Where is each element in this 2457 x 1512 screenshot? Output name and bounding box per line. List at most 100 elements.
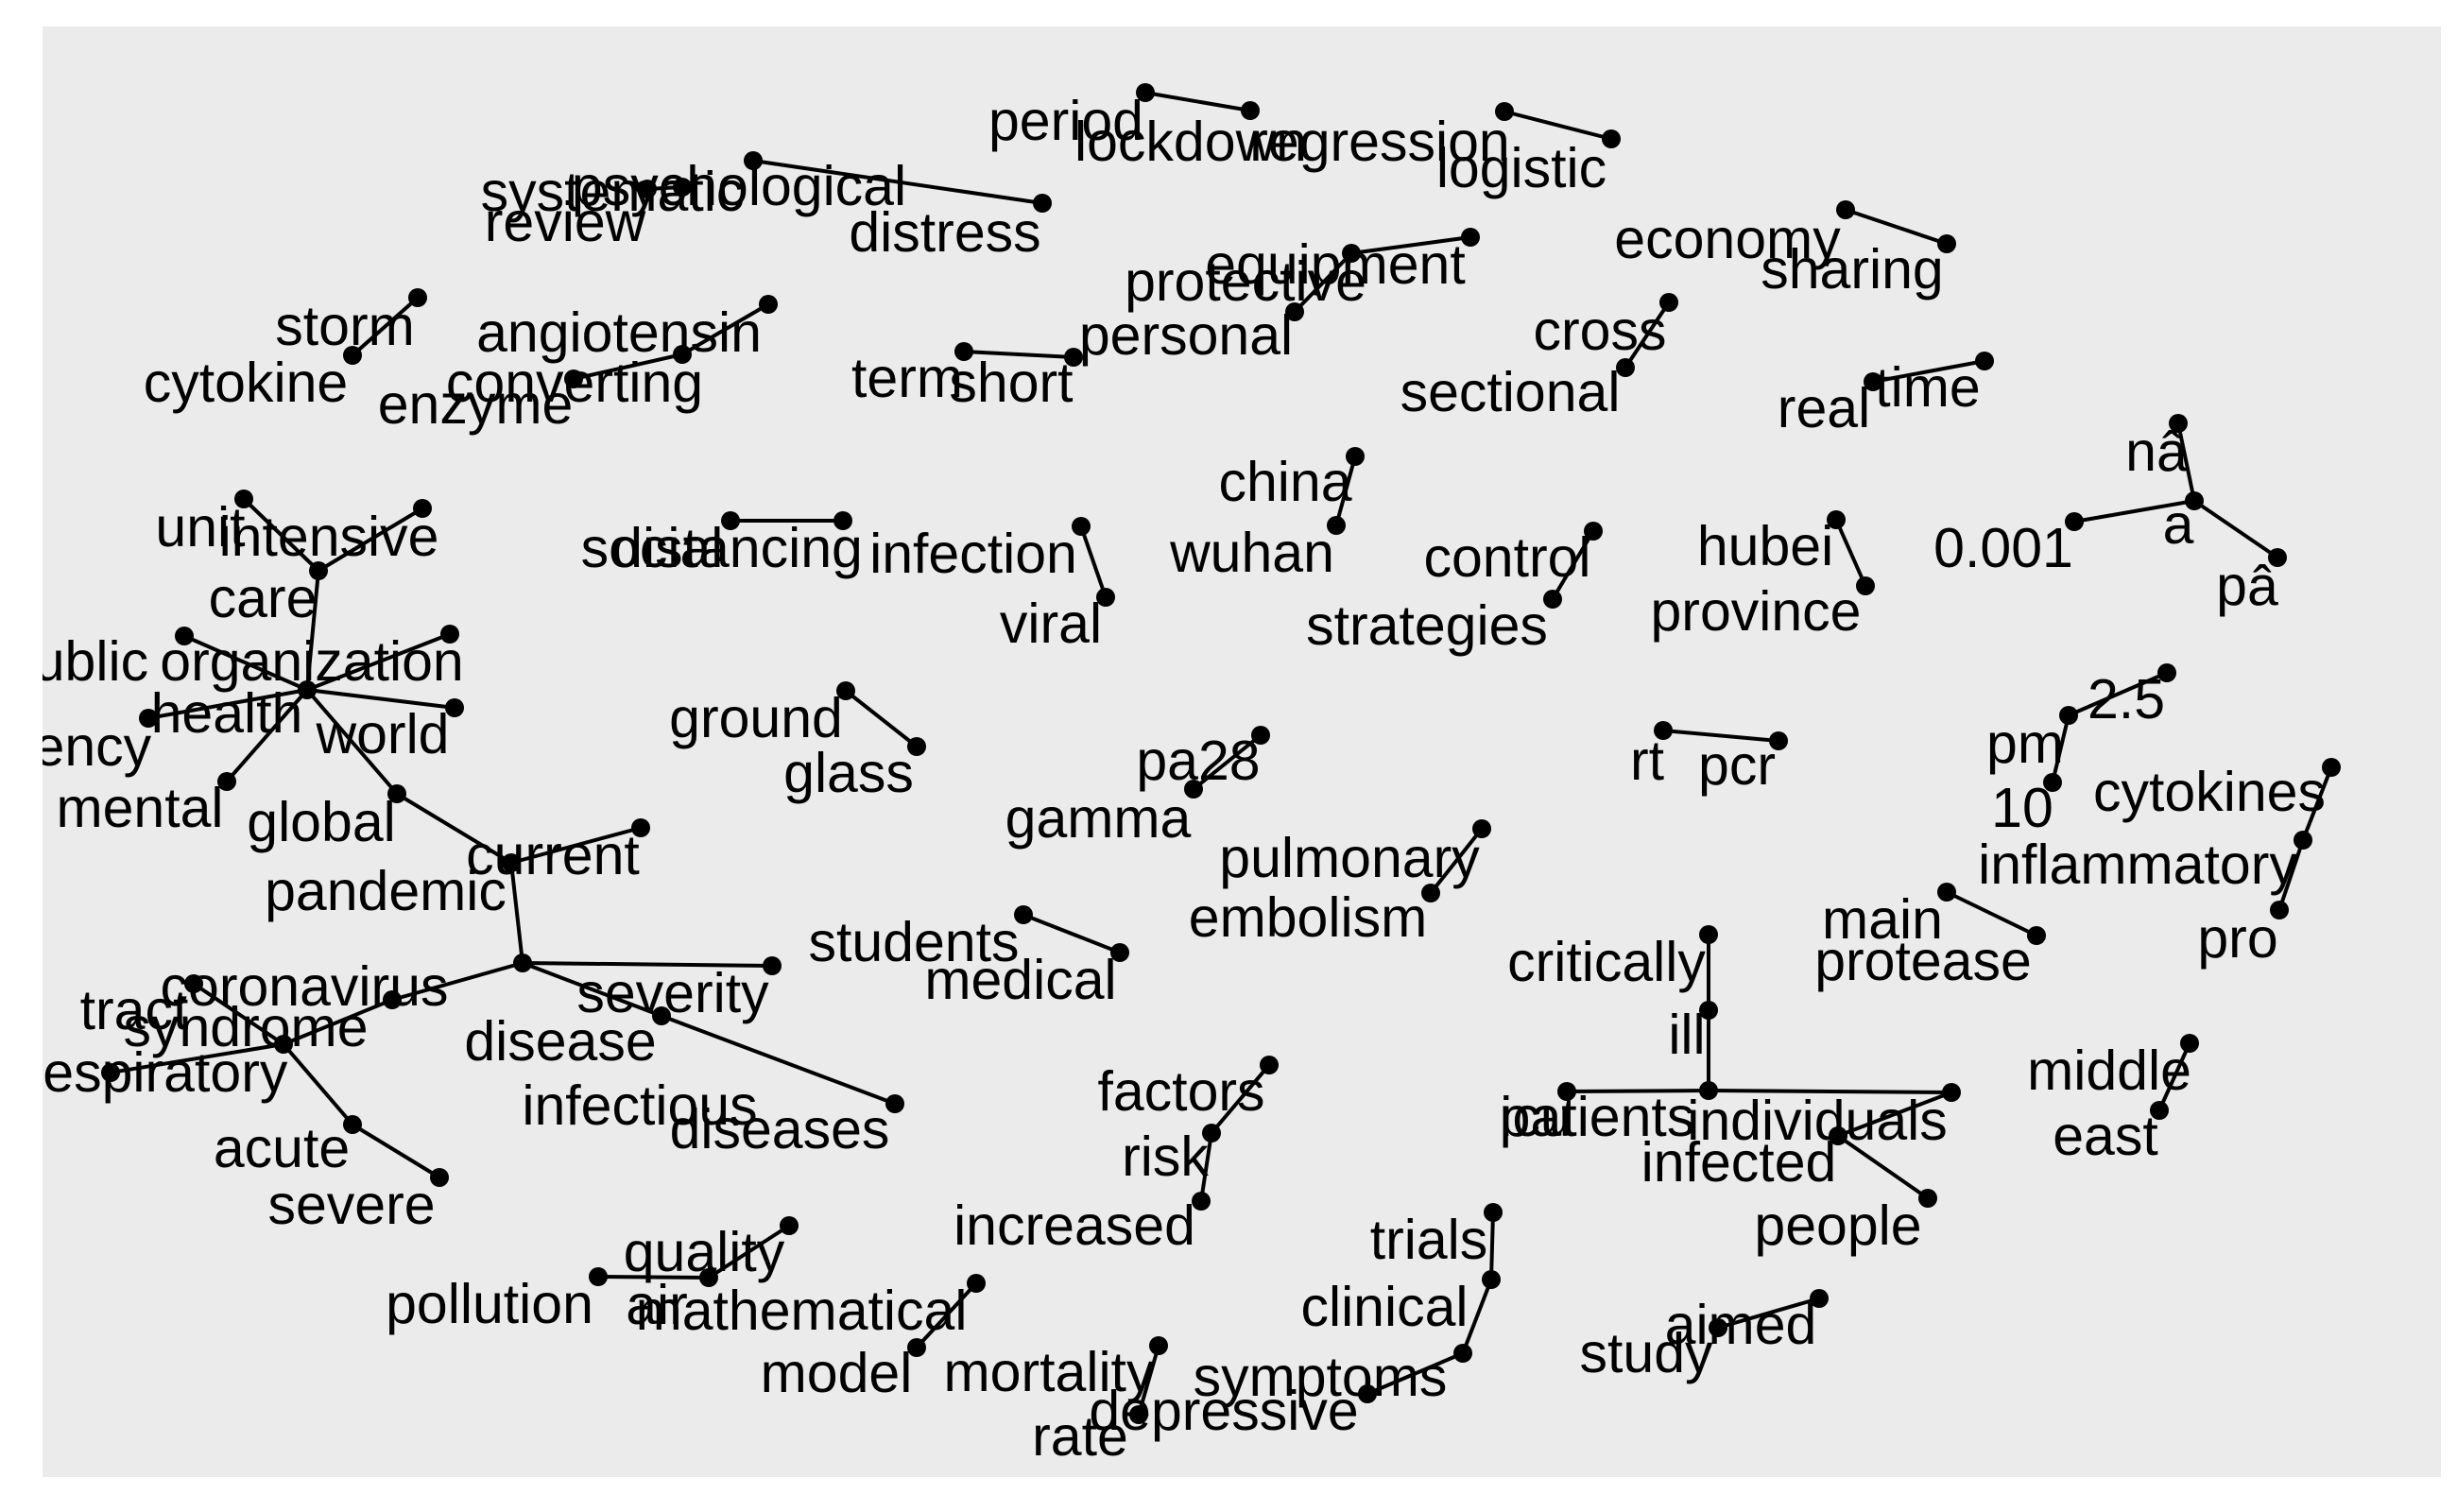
node-gamma <box>1184 780 1203 799</box>
node-care <box>309 561 328 580</box>
word-label-ill: ill <box>1668 1004 1705 1066</box>
node-risk <box>1202 1124 1221 1143</box>
edge-ground-glass <box>844 689 919 748</box>
word-label-agency: agency <box>0 715 152 778</box>
word-label-pcr: pcr <box>1698 734 1776 797</box>
edge-health-agency <box>147 688 308 720</box>
edge-wuhan-china <box>1334 455 1357 526</box>
word-label-increased: increased <box>954 1194 1195 1257</box>
edge-pandemic-disease <box>509 862 524 964</box>
word-label-global: global <box>247 791 395 853</box>
node-health <box>298 680 317 699</box>
node-disease <box>513 954 532 972</box>
node-rate <box>1129 1405 1148 1424</box>
node-pcr <box>1769 731 1788 750</box>
node-ill <box>1699 1001 1718 1020</box>
edge-control-strategies <box>1551 529 1595 601</box>
node-quality <box>780 1216 799 1235</box>
node-na <box>2169 414 2188 433</box>
node-air <box>699 1268 718 1287</box>
edge-care-intensive <box>317 507 424 573</box>
node-infection <box>1072 517 1091 536</box>
node-v25 <box>2157 663 2176 682</box>
node-mental <box>217 772 236 791</box>
word-label-pa: pâ <box>2216 555 2278 617</box>
word-label-pa28: pa28 <box>1136 730 1260 792</box>
word-label-regression: regression <box>1249 111 1509 173</box>
node-hubei <box>1827 510 1846 529</box>
word-label-main: main <box>1822 888 1943 951</box>
word-label-lockdown: lockdown <box>1074 111 1307 173</box>
node-cross <box>1659 293 1678 312</box>
node-protease <box>2027 926 2046 945</box>
word-label-period: period <box>988 90 1143 152</box>
node-pa28 <box>1251 726 1270 745</box>
word-label-students: students <box>808 911 1019 973</box>
node-glass <box>907 737 926 756</box>
node-global <box>387 784 406 803</box>
node-ground <box>836 681 855 700</box>
word-label-quality: quality <box>624 1221 785 1283</box>
edge-angiotensin-converting <box>680 302 770 356</box>
node-pollution <box>589 1267 608 1286</box>
node-intensive <box>413 499 432 518</box>
word-label-trials: trials <box>1370 1209 1488 1271</box>
word-label-equipment: equipment <box>1205 233 1466 296</box>
edge-hubei-province <box>1834 519 1867 587</box>
node-converting <box>673 345 692 364</box>
edge-a-na <box>2176 422 2196 502</box>
node-individuals <box>1942 1083 1961 1102</box>
node-distancing <box>833 511 852 530</box>
node-pa <box>2268 548 2287 567</box>
edge-rt-pcr <box>1662 729 1779 743</box>
word-label-coronavirus: coronavirus <box>161 955 449 1018</box>
word-label-v25: 2.5 <box>2088 668 2165 730</box>
word-label-east: east <box>2053 1105 2158 1167</box>
word-label-medical: medical <box>924 949 1116 1011</box>
edge-syndrome-acute <box>282 1042 354 1126</box>
node-syndrome <box>274 1035 293 1054</box>
word-label-factors: factors <box>1097 1060 1264 1123</box>
node-east <box>2150 1101 2169 1120</box>
word-label-logistic: logistic <box>1436 137 1606 199</box>
edge-disease-infectious <box>522 961 662 1018</box>
edge-disease-severity <box>522 961 773 968</box>
node-world <box>445 698 464 717</box>
node-factors <box>1260 1056 1279 1074</box>
word-label-mortality: mortality <box>944 1341 1155 1403</box>
word-label-personal: personal <box>1079 304 1293 367</box>
node-acute <box>343 1115 362 1134</box>
node-control <box>1584 522 1603 541</box>
word-label-real: real <box>1778 377 1870 439</box>
node-clinical <box>1482 1270 1501 1289</box>
node-increased <box>1192 1192 1211 1211</box>
node-pm <box>2059 706 2078 725</box>
word-label-clinical: clinical <box>1300 1276 1468 1338</box>
edge-clinical-trials <box>1489 1211 1495 1280</box>
node-inflammatory <box>2294 831 2312 850</box>
edge-disease-coronavirus <box>391 961 524 1002</box>
word-label-term: term <box>851 347 963 409</box>
word-label-acute: acute <box>214 1117 350 1179</box>
edge-pm-v10 <box>2051 714 2070 783</box>
word-label-distancing: distancing <box>611 517 863 579</box>
word-label-severe: severe <box>267 1174 435 1236</box>
word-label-risk: risk <box>1122 1125 1209 1188</box>
node-time <box>1975 352 1994 370</box>
node-patients <box>1699 1081 1718 1100</box>
node-wuhan <box>1327 516 1346 535</box>
edge-economy-sharing <box>1845 208 1948 246</box>
edge-infected-people <box>1836 1134 1930 1200</box>
node-people <box>1918 1189 1937 1208</box>
word-label-pulmonary: pulmonary <box>1219 827 1480 889</box>
node-province <box>1856 576 1875 595</box>
word-label-cross: cross <box>1534 300 1667 362</box>
node-critically <box>1699 925 1718 944</box>
edge-patients-individuals <box>1708 1089 1952 1094</box>
word-label-individuals: individuals <box>1687 1090 1948 1152</box>
edge-mortality-rate <box>1137 1345 1160 1416</box>
word-label-infected: infected <box>1641 1131 1837 1194</box>
edge-depressive-symptoms <box>1366 1351 1464 1396</box>
